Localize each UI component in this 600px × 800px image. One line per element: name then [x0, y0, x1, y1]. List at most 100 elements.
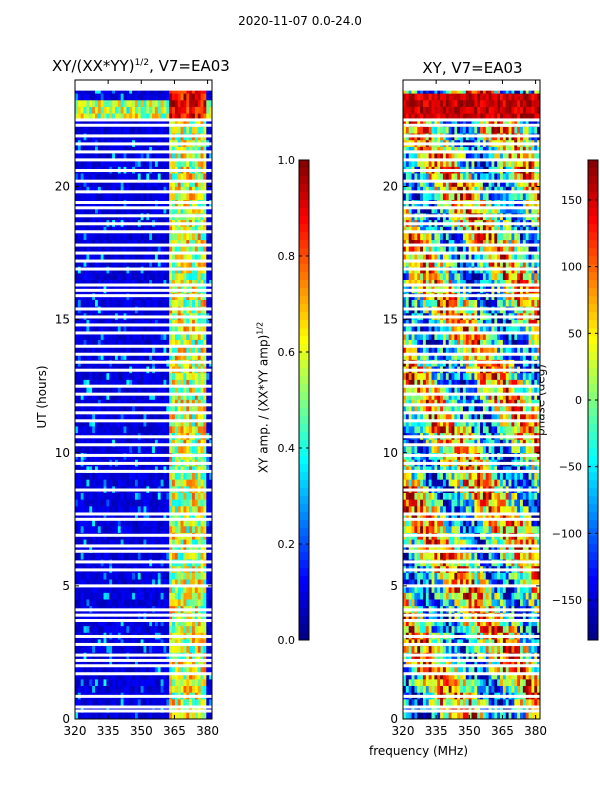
- heatmap-cell: [132, 492, 136, 500]
- heatmap-cell: [531, 705, 535, 713]
- heatmap-cell: [186, 699, 190, 706]
- heatmap-cell: [103, 639, 107, 647]
- heatmap-cell: [143, 705, 147, 713]
- heatmap-cell: [149, 585, 153, 593]
- heatmap-cell: [106, 239, 110, 247]
- heatmap-cell: [77, 93, 81, 101]
- heatmap-cell: [186, 332, 190, 340]
- heatmap-cell: [177, 339, 181, 347]
- heatmap-cell: [109, 625, 113, 633]
- heatmap-cell: [152, 705, 156, 713]
- heatmap-cell: [137, 406, 141, 414]
- heatmap-cell: [200, 253, 204, 261]
- heatmap-cell: [109, 639, 113, 647]
- heatmap-cell: [100, 399, 104, 407]
- heatmap-cell: [146, 193, 150, 201]
- heatmap-cell: [206, 159, 210, 167]
- heatmap-cell: [123, 193, 127, 201]
- heatmap-cell: [197, 239, 201, 247]
- heatmap-cell: [477, 679, 481, 687]
- heatmap-cell: [132, 472, 136, 480]
- heatmap-cell: [120, 679, 124, 687]
- heatmap-cell: [92, 712, 96, 720]
- heatmap-cell: [100, 672, 104, 680]
- heatmap-cell: [97, 253, 101, 261]
- heatmap-cell: [192, 472, 196, 480]
- heatmap-cell: [106, 579, 110, 587]
- heatmap-cell: [206, 179, 210, 187]
- heatmap-cell: [166, 512, 170, 520]
- heatmap-cell: [522, 699, 527, 706]
- heatmap-cell: [172, 585, 176, 593]
- heatmap-cell: [112, 585, 116, 593]
- heatmap-cell: [468, 705, 472, 713]
- heatmap-cell: [109, 492, 113, 500]
- heatmap-cell: [149, 352, 153, 360]
- heatmap-cell: [112, 193, 116, 201]
- heatmap-cell: [194, 99, 199, 107]
- heatmap-cell: [143, 386, 147, 394]
- heatmap-cell: [123, 439, 127, 447]
- heatmap-cell: [194, 386, 199, 394]
- heatmap-cell: [92, 699, 96, 706]
- heatmap-cell: [209, 206, 213, 214]
- heatmap-cell: [94, 372, 99, 380]
- heatmap-cell: [157, 206, 161, 214]
- heatmap-cell: [177, 545, 181, 553]
- heatmap-cell: [120, 479, 124, 487]
- heatmap-cell: [75, 539, 79, 547]
- heatmap-cell: [126, 186, 130, 194]
- heatmap-cell: [174, 659, 179, 667]
- heatmap-cell: [103, 572, 107, 580]
- heatmap-cell: [132, 299, 136, 307]
- heatmap-cell: [112, 392, 116, 400]
- heatmap-cell: [508, 705, 512, 713]
- heatmap-cell: [100, 639, 104, 647]
- heatmap-cell: [86, 126, 90, 134]
- heatmap-cell: [77, 645, 81, 653]
- heatmap-cell: [152, 113, 156, 121]
- heatmap-cell: [129, 479, 133, 487]
- heatmap-cell: [160, 186, 164, 194]
- heatmap-cell: [89, 392, 93, 400]
- heatmap-cell: [505, 699, 509, 706]
- heatmap-cell: [482, 685, 487, 693]
- heatmap-cell: [109, 372, 113, 380]
- heatmap-cell: [174, 539, 179, 547]
- heatmap-cell: [197, 679, 201, 687]
- heatmap-cell: [129, 492, 133, 500]
- heatmap-cell: [497, 712, 501, 720]
- heatmap-cell: [89, 246, 93, 254]
- heatmap-cell: [140, 472, 144, 480]
- heatmap-cell: [192, 153, 196, 161]
- heatmap-cell: [502, 679, 507, 687]
- heatmap-cell: [77, 319, 81, 327]
- heatmap-cell: [206, 466, 210, 474]
- heatmap-cell: [206, 99, 210, 107]
- heatmap-cell: [152, 406, 156, 414]
- heatmap-cell: [157, 426, 161, 434]
- heatmap-cell: [86, 146, 90, 154]
- heatmap-cell: [117, 113, 121, 121]
- heatmap-cell: [169, 512, 173, 520]
- heatmap-cell: [94, 193, 99, 201]
- heatmap-cell: [146, 499, 150, 507]
- heatmap-cell: [103, 472, 107, 480]
- heatmap-cell: [132, 379, 136, 387]
- heatmap-cell: [163, 439, 167, 447]
- heatmap-cell: [126, 146, 130, 154]
- heatmap-cell: [172, 186, 176, 194]
- heatmap-cell: [200, 399, 204, 407]
- heatmap-cell: [163, 253, 167, 261]
- heatmap-cell: [186, 379, 190, 387]
- heatmap-cell: [186, 346, 190, 354]
- heatmap-cell: [89, 173, 93, 181]
- heatmap-cell: [89, 599, 93, 607]
- heatmap-cell: [120, 186, 124, 194]
- heatmap-cell: [89, 319, 93, 327]
- heatmap-cell: [75, 699, 79, 706]
- heatmap-cell: [146, 599, 150, 607]
- heatmap-cell: [411, 699, 415, 706]
- heatmap-cell: [537, 705, 541, 713]
